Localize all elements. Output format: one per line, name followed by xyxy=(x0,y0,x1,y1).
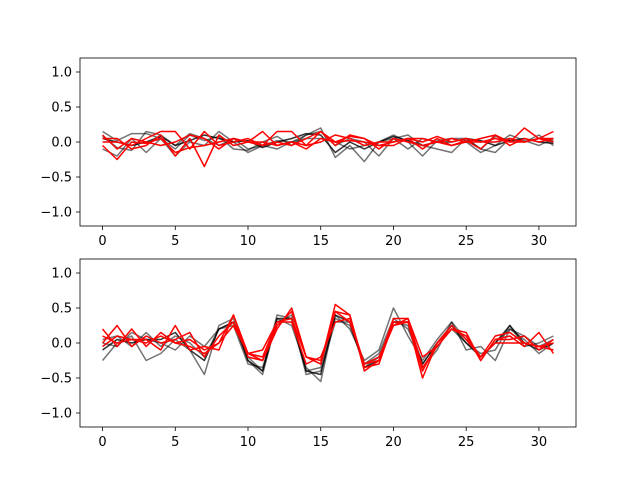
series-line-0-5 xyxy=(102,130,554,168)
y-tick-label-0-1: −0.5 xyxy=(40,171,72,186)
y-tick-label-0-2: 0.0 xyxy=(51,136,72,151)
x-tick-label-1-4: 20 xyxy=(385,435,402,450)
x-tick-label-1-5: 25 xyxy=(458,435,475,450)
y-tick-label-1-4: 1.0 xyxy=(51,267,72,282)
series-line-0-3 xyxy=(102,132,554,154)
y-tick-label-1-1: −0.5 xyxy=(40,372,72,387)
y-tick-label-0-4: 1.0 xyxy=(51,66,72,81)
series-line-1-7 xyxy=(102,317,554,365)
x-tick-label-0-4: 20 xyxy=(385,234,402,249)
x-tick-label-0-1: 5 xyxy=(171,234,179,249)
x-tick-label-0-0: 0 xyxy=(98,234,106,249)
x-tick-label-1-0: 0 xyxy=(98,435,106,450)
top-subplot: 0 5 10 15 20 25 30 −1.0 −0.5 0.0 0.5 1.0 xyxy=(40,57,577,249)
series-line-0-4 xyxy=(102,127,554,161)
x-tick-label-1-3: 15 xyxy=(312,435,329,450)
x-tick-label-1-1: 5 xyxy=(171,435,179,450)
x-tick-label-0-2: 10 xyxy=(240,234,257,249)
y-tick-label-0-0: −1.0 xyxy=(40,206,72,221)
y-tick-label-1-0: −1.0 xyxy=(40,407,72,422)
y-tick-label-0-3: 0.5 xyxy=(51,101,72,116)
y-tick-label-1-2: 0.0 xyxy=(51,337,72,352)
x-tick-label-1-2: 10 xyxy=(240,435,257,450)
bottom-subplot: 0 5 10 15 20 25 30 −1.0 −0.5 0.0 0.5 1.0 xyxy=(40,258,577,450)
x-tick-label-0-5: 25 xyxy=(458,234,475,249)
x-tick-label-0-6: 30 xyxy=(531,234,548,249)
x-tick-label-0-3: 15 xyxy=(312,234,329,249)
x-tick-label-1-6: 30 xyxy=(531,435,548,450)
y-tick-label-1-3: 0.5 xyxy=(51,302,72,317)
series-line-0-7 xyxy=(102,134,554,150)
